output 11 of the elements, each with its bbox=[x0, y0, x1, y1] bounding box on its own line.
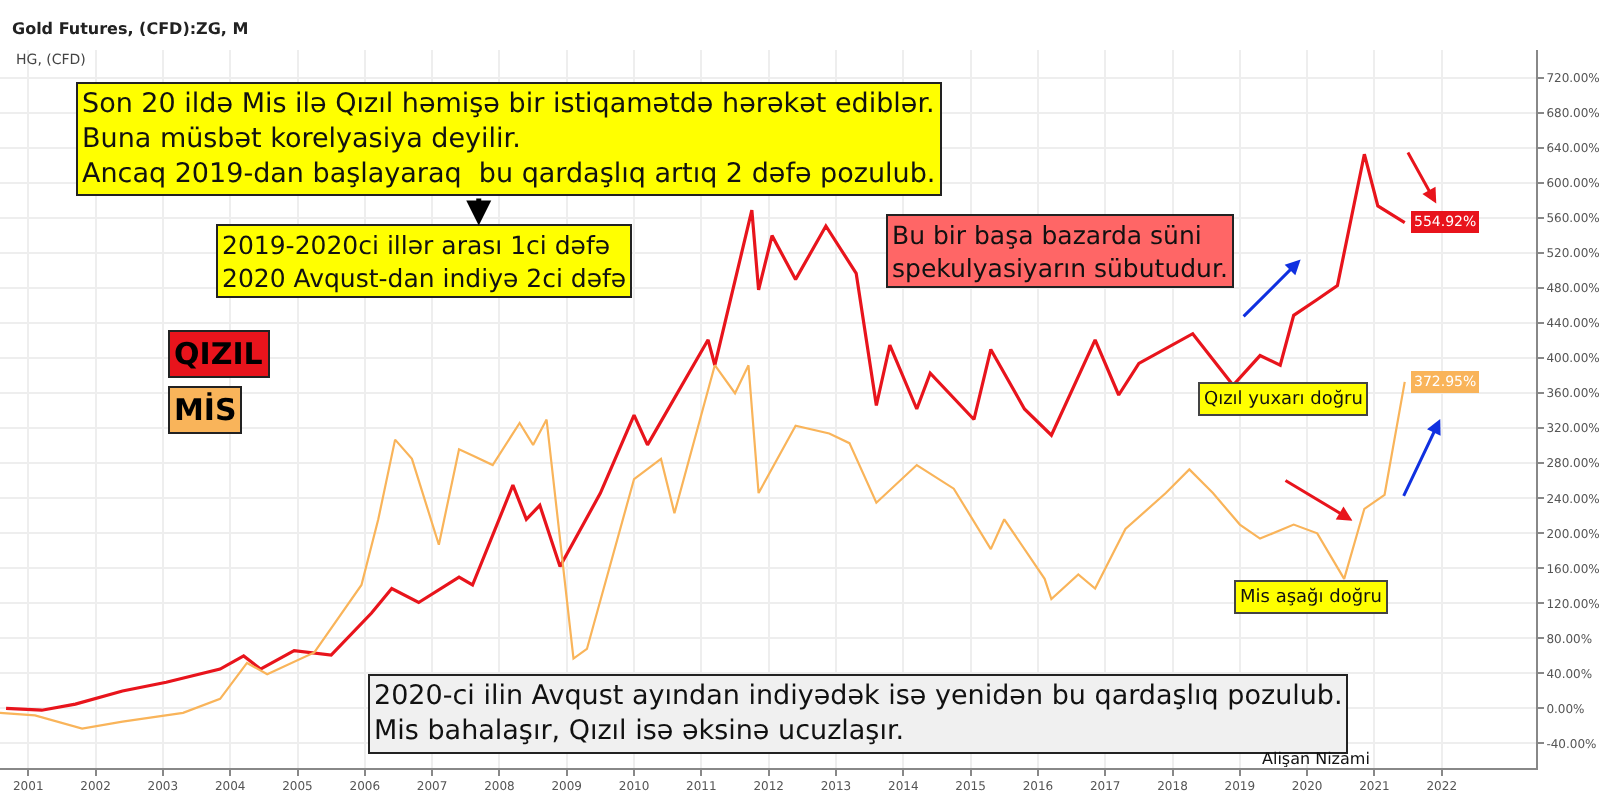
annotation: Alişan Nizami bbox=[1262, 750, 1370, 768]
text: QIZIL bbox=[174, 336, 264, 372]
chart-title: Gold Futures, (CFD):ZG, M bbox=[12, 20, 249, 38]
line-series bbox=[4, 152, 1407, 712]
annotation: Qızıl yuxarı doğru bbox=[1204, 388, 1363, 410]
annotation: Mis aşağı doğru bbox=[1240, 586, 1382, 608]
annotation: Bu bir başa bazarda süni spekulyasiyarın sübutudur. bbox=[892, 220, 1228, 283]
annotation: 2020-ci ilin Avqust ayından indiyədək isə yenidən bu qardaşlıq pozulub. Mis bahalaşır, Qızıl isə əksinə ucuzlaşır. bbox=[374, 680, 1343, 748]
annotation: Son 20 ildə Mis ilə Qızıl həmişə bir istiqamətdə hərəkət ediblər. Buna müsbət korelyasiya deyilir. Ancaq 2019-dan başlayaraq bu qardaşlıq artıq 2 dəfə pozulub. bbox=[82, 88, 936, 191]
annotation: 2019-2020ci illər arası 1ci dəfə 2020 Avqust-dan indiyə 2ci dəfə bbox=[222, 230, 627, 293]
text: MİS bbox=[174, 392, 237, 428]
